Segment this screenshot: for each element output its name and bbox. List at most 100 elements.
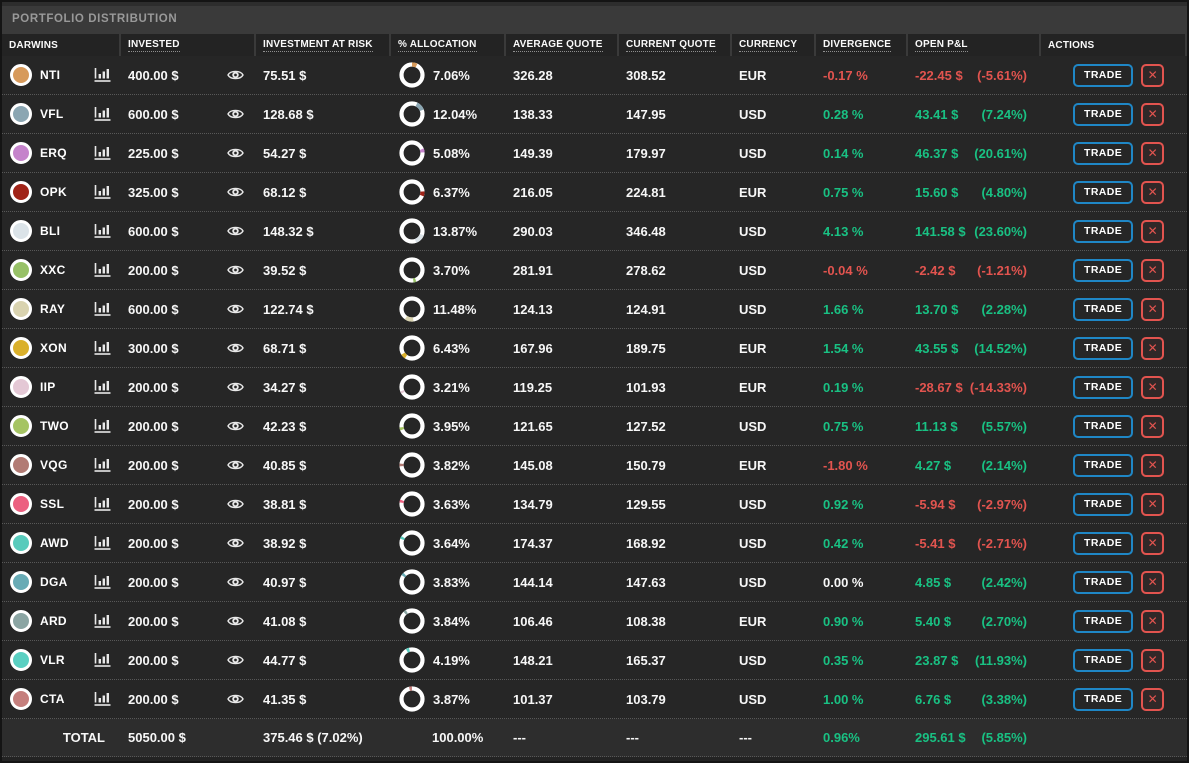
darwin-name[interactable]: VLR [40,653,65,667]
darwin-name[interactable]: CTA [40,692,65,706]
trade-button[interactable]: TRADE [1073,141,1134,165]
darwin-name[interactable]: TWO [40,419,69,433]
darwin-name[interactable]: XON [40,341,67,355]
close-button[interactable]: ✕ [1141,336,1165,360]
darwin-name[interactable]: VQG [40,458,68,472]
eye-icon[interactable] [227,459,244,471]
close-button[interactable]: ✕ [1141,219,1165,243]
darwin-avatar[interactable] [10,142,32,164]
eye-icon[interactable] [227,576,244,588]
darwin-name[interactable]: ERQ [40,146,67,160]
bar-chart-icon[interactable] [94,691,112,707]
darwin-avatar[interactable] [10,493,32,515]
eye-icon[interactable] [227,225,244,237]
trade-button[interactable]: TRADE [1073,570,1134,594]
trade-button[interactable]: TRADE [1073,375,1134,399]
eye-icon[interactable] [227,498,244,510]
close-button[interactable]: ✕ [1141,102,1165,126]
eye-icon[interactable] [227,303,244,315]
trade-button[interactable]: TRADE [1073,453,1134,477]
trade-button[interactable]: TRADE [1073,63,1134,87]
darwin-name[interactable]: AWD [40,536,69,550]
darwin-name[interactable]: NTI [40,68,61,82]
column-header-open-pnl[interactable]: OPEN P&L [908,34,1041,56]
trade-button[interactable]: TRADE [1073,648,1134,672]
close-button[interactable]: ✕ [1141,492,1165,516]
bar-chart-icon[interactable] [94,184,112,200]
bar-chart-icon[interactable] [94,262,112,278]
darwin-name[interactable]: SSL [40,497,65,511]
trade-button[interactable]: TRADE [1073,180,1134,204]
darwin-name[interactable]: RAY [40,302,66,316]
close-button[interactable]: ✕ [1141,648,1165,672]
column-header-average-quote[interactable]: AVERAGE QUOTE [506,34,619,56]
bar-chart-icon[interactable] [94,613,112,629]
trade-button[interactable]: TRADE [1073,687,1134,711]
close-button[interactable]: ✕ [1141,531,1165,555]
trade-button[interactable]: TRADE [1073,414,1134,438]
bar-chart-icon[interactable] [94,652,112,668]
close-button[interactable]: ✕ [1141,375,1165,399]
close-button[interactable]: ✕ [1141,414,1165,438]
close-button[interactable]: ✕ [1141,687,1165,711]
bar-chart-icon[interactable] [94,457,112,473]
darwin-avatar[interactable] [10,220,32,242]
darwin-avatar[interactable] [10,649,32,671]
trade-button[interactable]: TRADE [1073,102,1134,126]
eye-icon[interactable] [227,615,244,627]
bar-chart-icon[interactable] [94,67,112,83]
close-button[interactable]: ✕ [1141,63,1165,87]
trade-button[interactable]: TRADE [1073,336,1134,360]
close-button[interactable]: ✕ [1141,258,1165,282]
trade-button[interactable]: TRADE [1073,219,1134,243]
eye-icon[interactable] [227,69,244,81]
trade-button[interactable]: TRADE [1073,531,1134,555]
eye-icon[interactable] [227,342,244,354]
eye-icon[interactable] [227,420,244,432]
darwin-name[interactable]: XXC [40,263,66,277]
darwin-avatar[interactable] [10,571,32,593]
eye-icon[interactable] [227,108,244,120]
bar-chart-icon[interactable] [94,301,112,317]
close-button[interactable]: ✕ [1141,453,1165,477]
eye-icon[interactable] [227,537,244,549]
darwin-name[interactable]: IIP [40,380,56,394]
darwin-avatar[interactable] [10,415,32,437]
eye-icon[interactable] [227,693,244,705]
column-header-current-quote[interactable]: CURRENT QUOTE [619,34,732,56]
column-header-investment-at-risk[interactable]: INVESTMENT AT RISK [256,34,391,56]
close-button[interactable]: ✕ [1141,570,1165,594]
bar-chart-icon[interactable] [94,106,112,122]
darwin-avatar[interactable] [10,181,32,203]
eye-icon[interactable] [227,264,244,276]
darwin-avatar[interactable] [10,688,32,710]
bar-chart-icon[interactable] [94,574,112,590]
darwin-avatar[interactable] [10,259,32,281]
darwin-avatar[interactable] [10,337,32,359]
bar-chart-icon[interactable] [94,418,112,434]
trade-button[interactable]: TRADE [1073,492,1134,516]
bar-chart-icon[interactable] [94,535,112,551]
eye-icon[interactable] [227,654,244,666]
close-button[interactable]: ✕ [1141,141,1165,165]
darwin-avatar[interactable] [10,298,32,320]
eye-icon[interactable] [227,381,244,393]
column-header-allocation[interactable]: % ALLOCATION [391,34,506,56]
bar-chart-icon[interactable] [94,145,112,161]
column-header-currency[interactable]: CURRENCY [732,34,816,56]
darwin-name[interactable]: ARD [40,614,67,628]
column-header-divergence[interactable]: DIVERGENCE [816,34,908,56]
close-button[interactable]: ✕ [1141,180,1165,204]
darwin-avatar[interactable] [10,532,32,554]
trade-button[interactable]: TRADE [1073,258,1134,282]
bar-chart-icon[interactable] [94,379,112,395]
darwin-name[interactable]: OPK [40,185,67,199]
darwin-avatar[interactable] [10,454,32,476]
bar-chart-icon[interactable] [94,223,112,239]
close-button[interactable]: ✕ [1141,609,1165,633]
darwin-name[interactable]: VFL [40,107,64,121]
trade-button[interactable]: TRADE [1073,609,1134,633]
bar-chart-icon[interactable] [94,340,112,356]
darwin-avatar[interactable] [10,376,32,398]
darwin-avatar[interactable] [10,610,32,632]
